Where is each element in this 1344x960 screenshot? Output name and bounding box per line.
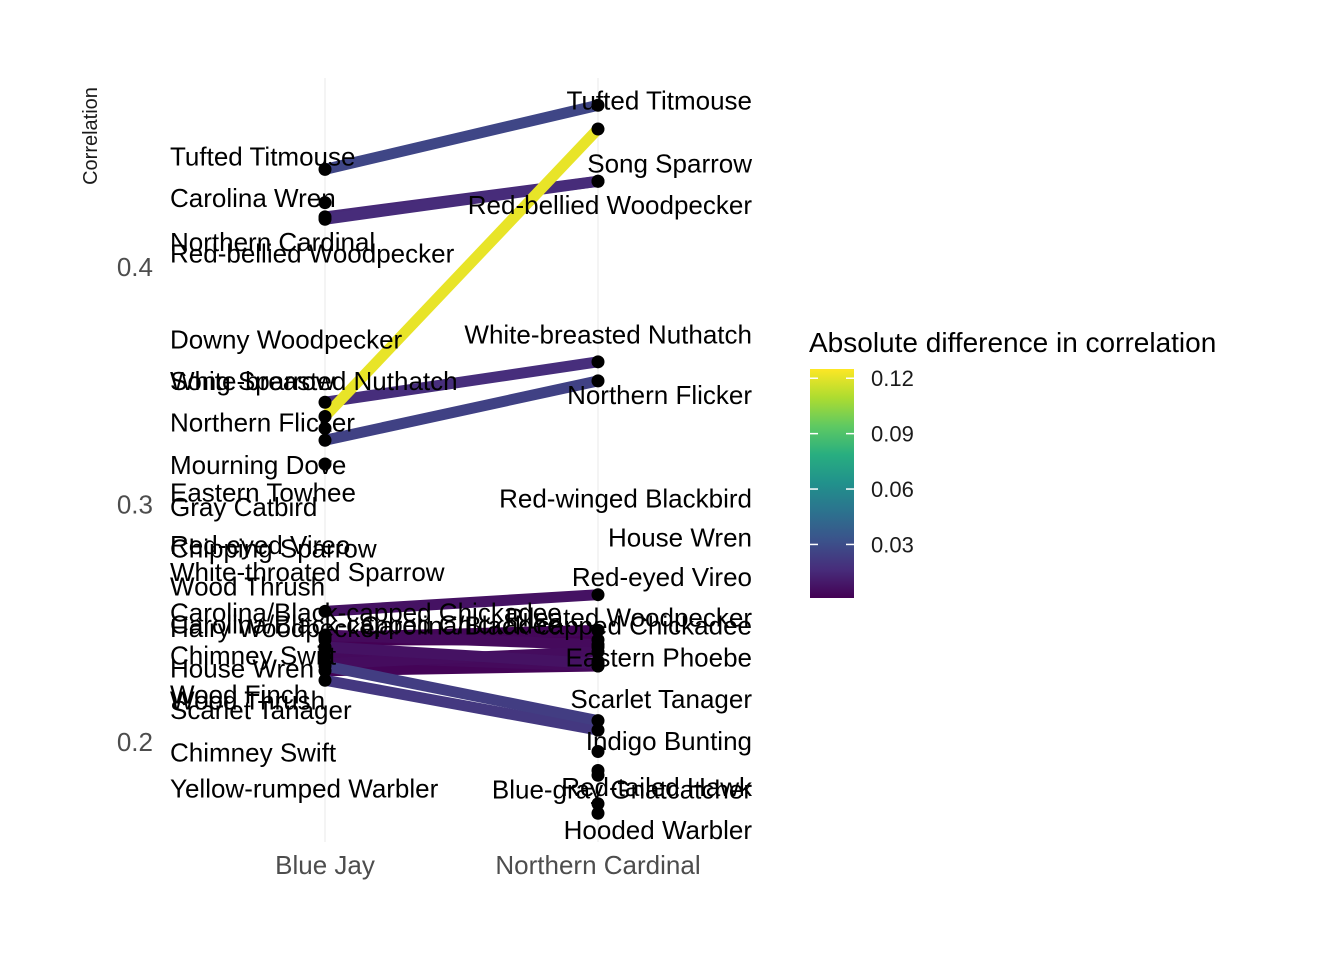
label-right-red-tailed-hawk: Red-tailed Hawk bbox=[561, 772, 753, 802]
legend-colorbar bbox=[810, 369, 854, 598]
x-tick-label-blue-jay: Blue Jay bbox=[275, 850, 375, 880]
point-red-tailed-hawk-northern-cardinal bbox=[591, 764, 605, 778]
x-axis-ticks: Blue Jay Northern Cardinal bbox=[275, 850, 700, 880]
label-left-eastern-towhee: Eastern Towhee bbox=[170, 478, 356, 508]
y-tick-label: 0.2 bbox=[117, 727, 153, 757]
label-left-white-breasted-nuthatch: White-breasted Nuthatch bbox=[170, 366, 458, 396]
point-song-sparrow-blue-jay bbox=[318, 409, 332, 423]
color-legend: Absolute difference in correlation 0.030… bbox=[809, 327, 1216, 598]
point-indigo-bunting-blue-jay bbox=[318, 659, 332, 673]
point-red-winged-blackbird-northern-cardinal bbox=[591, 623, 605, 637]
label-left-chimney-swift: Chimney Swift bbox=[170, 738, 337, 768]
legend-tick-label: 0.09 bbox=[871, 422, 914, 447]
label-right-hooded-warbler: Hooded Warbler bbox=[564, 815, 753, 845]
point-tufted-titmouse-northern-cardinal bbox=[591, 98, 605, 112]
segment-wood-thrush bbox=[324, 629, 599, 651]
point-layer bbox=[318, 98, 605, 820]
label-left-wood-finch: Wood Finch bbox=[170, 679, 308, 709]
label-right-tufted-titmouse: Tufted Titmouse bbox=[567, 85, 752, 115]
label-left-northern-flicker: Northern Flicker bbox=[170, 407, 355, 437]
point-white-breasted-nuthatch-blue-jay bbox=[318, 395, 332, 409]
point-northern-flicker-northern-cardinal bbox=[591, 374, 605, 388]
label-right-pileated-woodpecker: Pileated Woodpecker bbox=[505, 602, 752, 632]
label-left-carolina-black-capped-chickadee: Carolina/Black-capped Chickadee bbox=[170, 609, 562, 639]
point-white-throated-sparrow-northern-cardinal bbox=[591, 654, 605, 668]
legend-tick-label: 0.06 bbox=[871, 477, 914, 502]
label-left-yellow-rumped-warbler: Yellow-rumped Warbler bbox=[170, 773, 439, 803]
label-right-song-sparrow: Song Sparrow bbox=[587, 148, 752, 178]
segment-northern-flicker bbox=[323, 375, 600, 446]
label-left-gray-catbird: Gray Catbird bbox=[170, 492, 317, 522]
point-white-breasted-nuthatch-northern-cardinal bbox=[591, 355, 605, 369]
point-mourning-dove-blue-jay bbox=[318, 457, 332, 471]
point-red-bellied-woodpecker-northern-cardinal bbox=[591, 174, 605, 188]
label-left-northern-cardinal: Northern Cardinal bbox=[170, 227, 375, 257]
label-left-tufted-titmouse: Tufted Titmouse bbox=[170, 141, 355, 171]
label-right-red-eyed-vireo: Red-eyed Vireo bbox=[572, 562, 752, 592]
label-left-red-bellied-woodpecker: Red-bellied Woodpecker bbox=[170, 239, 455, 269]
label-right-carolina-black-capped-chickadee: Carolina/Black-capped Chickadee bbox=[360, 611, 752, 641]
point-tufted-titmouse-blue-jay bbox=[318, 162, 332, 176]
point-hooded-warbler-northern-cardinal bbox=[591, 806, 605, 820]
label-left-chimney-swift: Chimney Swift bbox=[170, 640, 337, 670]
label-left-red-eyed-vireo: Red-eyed Vireo bbox=[170, 530, 350, 560]
point-hairy-woodpecker-blue-jay bbox=[318, 630, 332, 644]
legend-tick-label: 0.12 bbox=[871, 366, 914, 391]
point-downy-woodpecker-blue-jay bbox=[318, 421, 332, 435]
segment-red-bellied-woodpecker bbox=[324, 175, 599, 225]
y-axis-title: Correlation bbox=[80, 87, 102, 185]
point-chipping-sparrow-northern-cardinal bbox=[591, 640, 605, 654]
label-left-wood-thrush: Wood Thrush bbox=[170, 685, 325, 715]
label-right-scarlet-tanager: Scarlet Tanager bbox=[570, 684, 752, 714]
point-red-eyed-vireo-blue-jay bbox=[318, 604, 332, 618]
label-left-downy-woodpecker: Downy Woodpecker bbox=[170, 324, 403, 354]
point-eastern-towhee-blue-jay bbox=[318, 642, 332, 656]
label-left-wood-thrush: Wood Thrush bbox=[170, 571, 325, 601]
label-left-carolina-wren: Carolina Wren bbox=[170, 183, 336, 213]
label-left-white-throated-sparrow: White-throated Sparrow bbox=[170, 557, 445, 587]
point-song-sparrow-northern-cardinal bbox=[591, 122, 605, 136]
point-gray-catbird-northern-cardinal bbox=[591, 723, 605, 737]
label-right-red-bellied-woodpecker: Red-bellied Woodpecker bbox=[468, 190, 753, 220]
point-wood-finch-northern-cardinal bbox=[591, 745, 605, 759]
segment-layer bbox=[321, 99, 602, 736]
segment-indigo-bunting bbox=[323, 660, 600, 727]
label-right-house-wren: House Wren bbox=[608, 523, 752, 553]
legend-ticks: 0.03 0.06 0.09 0.12 bbox=[810, 366, 914, 557]
point-northern-cardinal-blue-jay bbox=[318, 196, 332, 210]
segment-red-eyed-vireo bbox=[324, 589, 599, 617]
label-left-hairy-woodpecker: Hairy Woodpecker bbox=[170, 613, 384, 643]
point-indigo-bunting-northern-cardinal bbox=[591, 714, 605, 728]
label-left-scarlet-tanager: Scarlet Tanager bbox=[170, 695, 352, 725]
label-left-mourning-dove: Mourning Dove bbox=[170, 450, 346, 480]
y-tick-label: 0.3 bbox=[117, 489, 153, 519]
point-gray-catbird-blue-jay bbox=[318, 673, 332, 687]
label-layer: Tufted Titmouse Carolina Wren Northern Car… bbox=[170, 85, 753, 844]
label-right-blue-gray-gnatcatcher: Blue-gray Gnatcatcher bbox=[492, 775, 752, 805]
point-northern-flicker-blue-jay bbox=[318, 433, 332, 447]
y-axis-ticks: 0.2 0.3 0.4 bbox=[117, 252, 153, 757]
segment-white-breasted-nuthatch bbox=[324, 356, 599, 408]
segment-gray-catbird bbox=[324, 674, 599, 736]
label-right-eastern-phoebe: Eastern Phoebe bbox=[566, 643, 752, 673]
label-left-house-wren: House Wren bbox=[170, 653, 314, 683]
label-right-northern-flicker: Northern Flicker bbox=[567, 380, 752, 410]
segment-tufted-titmouse bbox=[323, 99, 600, 175]
y-tick-label: 0.4 bbox=[117, 252, 153, 282]
segment-eastern-phoebe bbox=[324, 641, 599, 670]
legend-tick-label: 0.03 bbox=[871, 532, 914, 557]
label-right-white-breasted-nuthatch: White-breasted Nuthatch bbox=[464, 320, 752, 350]
label-left-carolina-black-capped-chickadee: Carolina/Black-capped Chickadee bbox=[170, 598, 562, 628]
point-red-eyed-vireo-northern-cardinal bbox=[591, 588, 605, 602]
point-red-bellied-woodpecker-blue-jay bbox=[318, 212, 332, 226]
segment-song-sparrow bbox=[321, 125, 602, 421]
legend-title: Absolute difference in correlation bbox=[809, 327, 1216, 358]
label-right-indigo-bunting: Indigo Bunting bbox=[586, 726, 752, 756]
label-left-chipping-sparrow: Chipping Sparrow bbox=[170, 533, 377, 563]
point-blue-gray-gnatcatcher-northern-cardinal bbox=[591, 797, 605, 811]
label-left-song-sparrow: Song Sparrow bbox=[170, 366, 335, 396]
label-right-red-winged-blackbird: Red-winged Blackbird bbox=[499, 483, 752, 513]
x-tick-label-northern-cardinal: Northern Cardinal bbox=[495, 850, 700, 880]
